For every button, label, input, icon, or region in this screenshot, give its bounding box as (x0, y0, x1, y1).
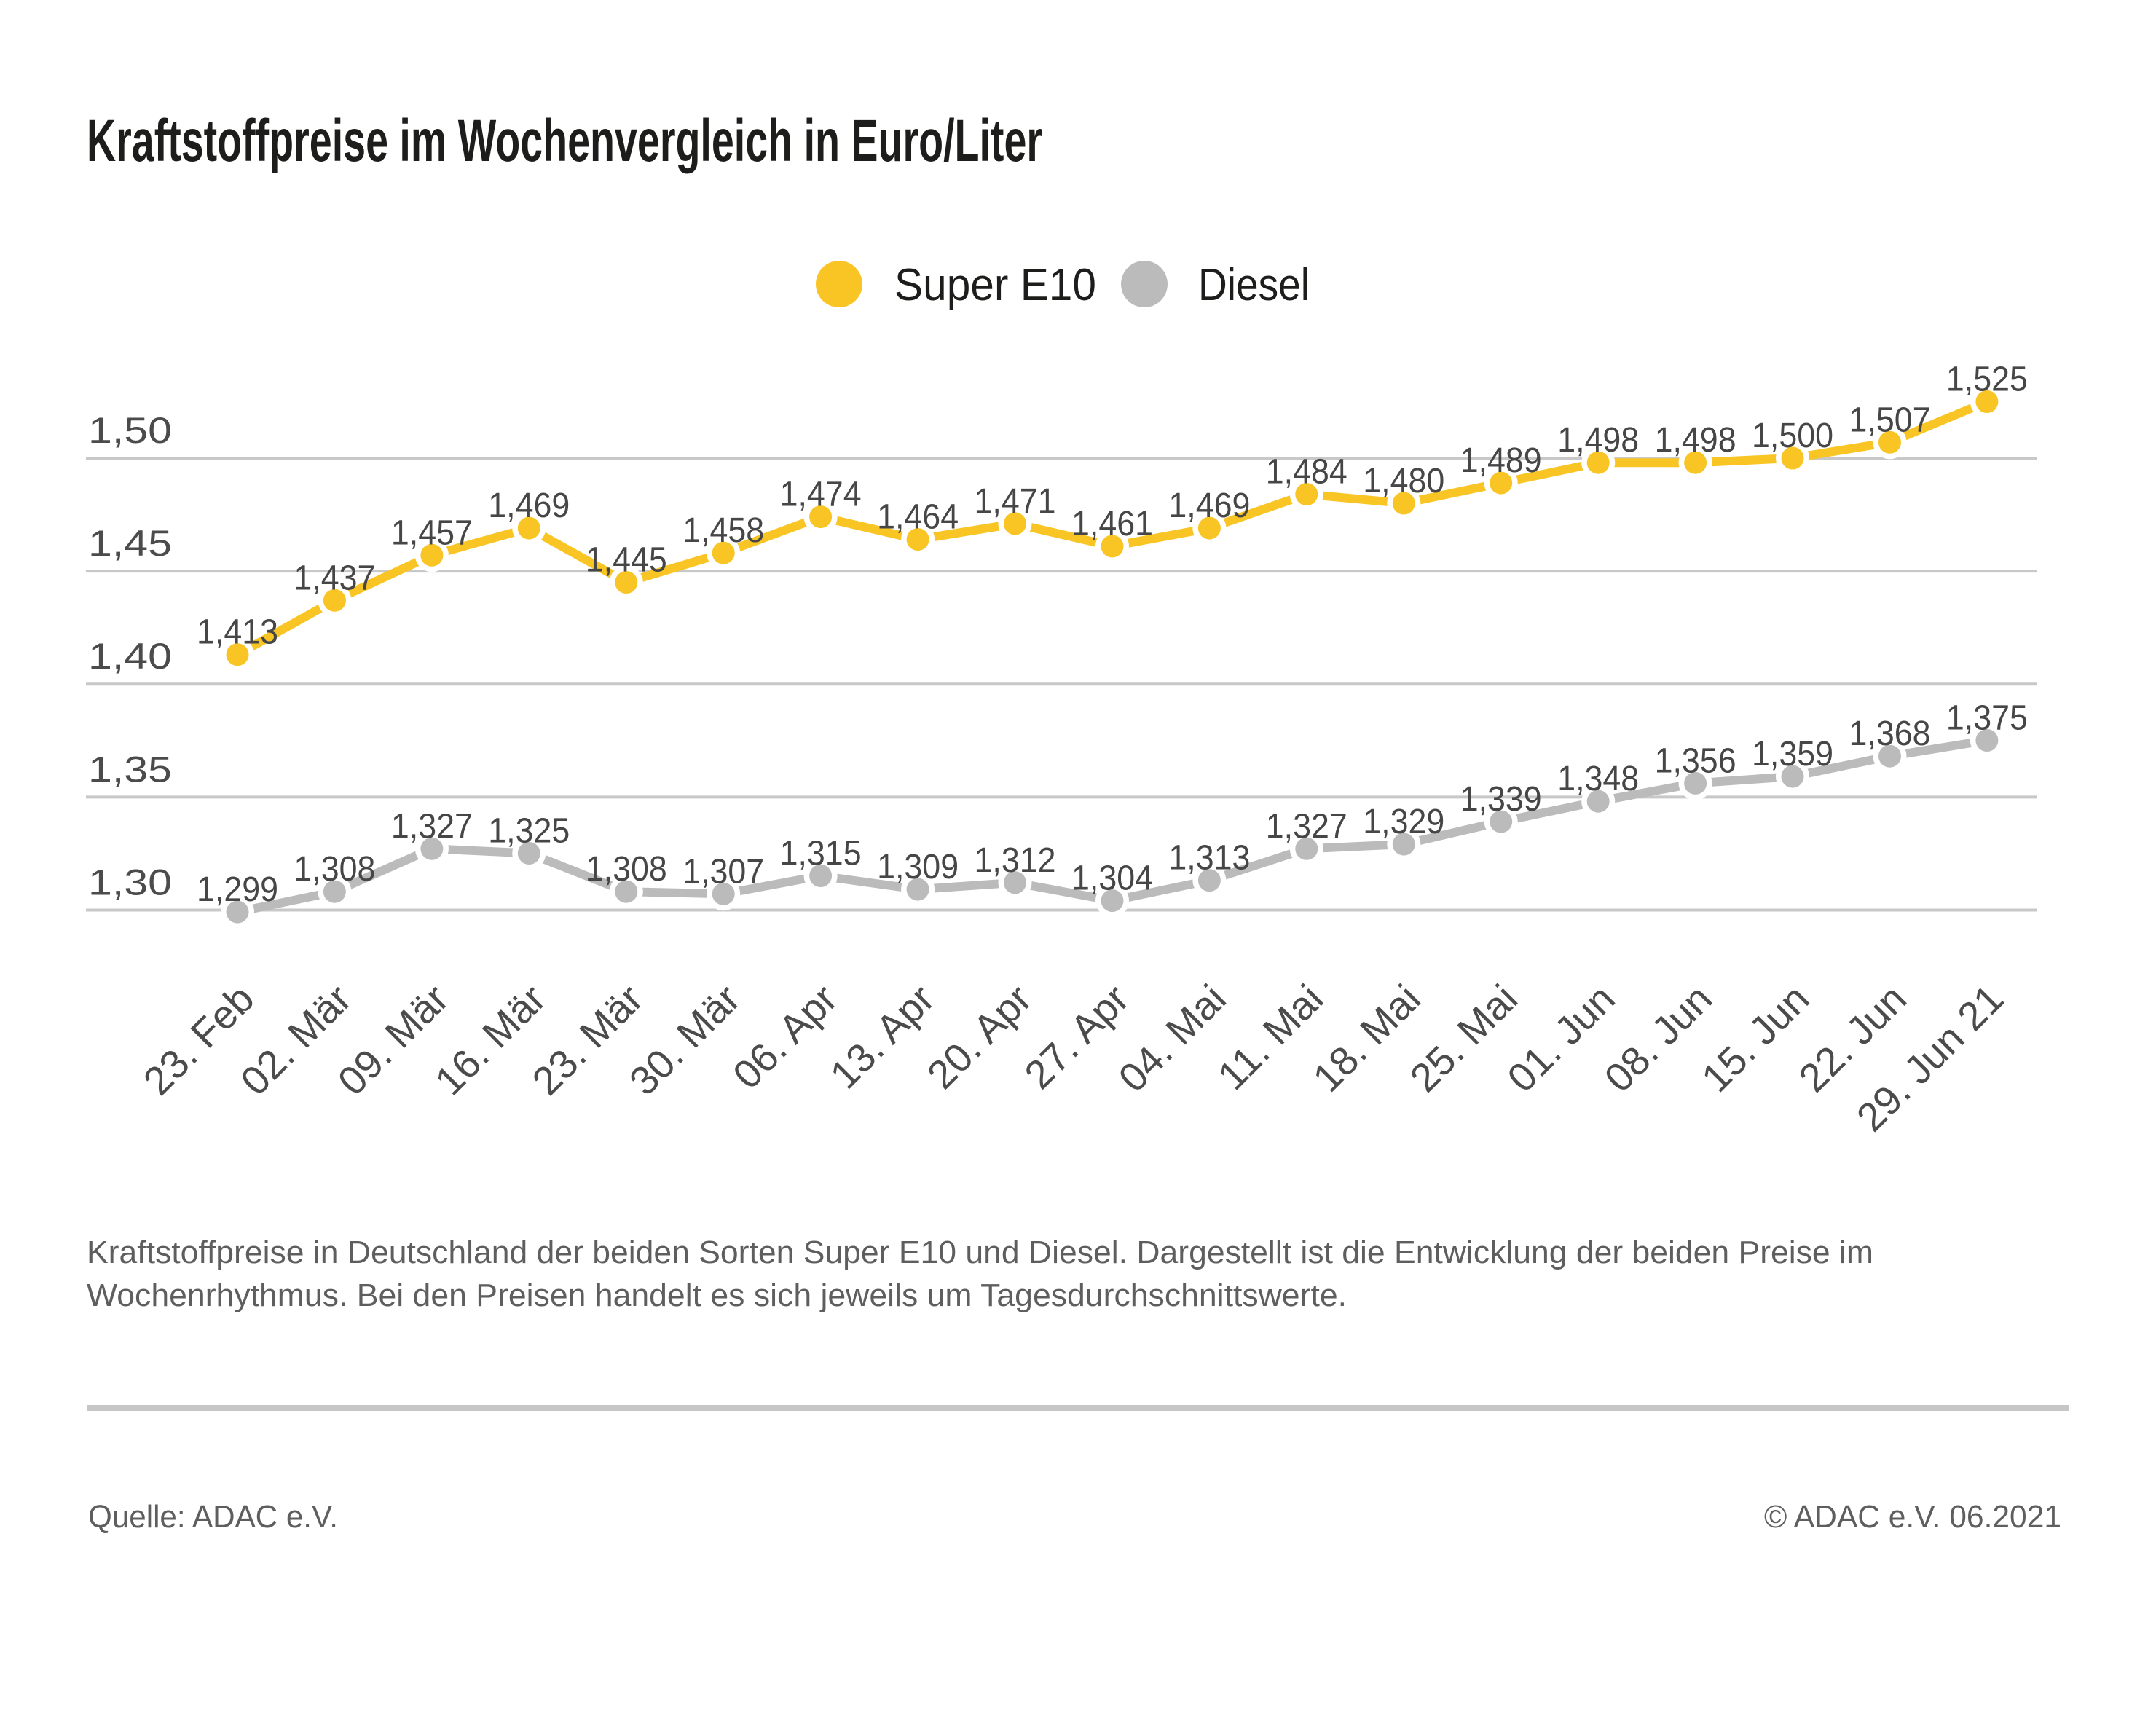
svg-text:1,315: 1,315 (780, 835, 862, 873)
svg-text:1,308: 1,308 (294, 850, 375, 889)
svg-text:Kraftstoffpreise im Wochenverg: Kraftstoffpreise im Wochenvergleich in E… (87, 108, 1042, 174)
svg-text:1,30: 1,30 (88, 862, 172, 903)
svg-text:1,489: 1,489 (1460, 441, 1542, 480)
svg-text:1,304: 1,304 (1071, 859, 1153, 898)
svg-text:1,464: 1,464 (877, 498, 959, 537)
svg-text:1,325: 1,325 (488, 812, 570, 851)
svg-text:1,375: 1,375 (1946, 699, 2028, 738)
svg-text:1,498: 1,498 (1655, 421, 1736, 460)
svg-text:1,484: 1,484 (1266, 453, 1348, 492)
svg-text:1,500: 1,500 (1752, 417, 1833, 455)
svg-text:1,327: 1,327 (391, 807, 473, 846)
svg-text:1,368: 1,368 (1849, 715, 1931, 753)
svg-text:1,498: 1,498 (1557, 421, 1639, 460)
svg-text:1,307: 1,307 (682, 852, 764, 891)
svg-text:© ADAC e.V. 06.2021: © ADAC e.V. 06.2021 (1764, 1499, 2061, 1535)
svg-text:1,445: 1,445 (586, 541, 667, 580)
svg-text:1,413: 1,413 (197, 613, 278, 652)
svg-text:1,339: 1,339 (1460, 780, 1542, 819)
svg-text:1,480: 1,480 (1363, 462, 1444, 500)
svg-text:1,309: 1,309 (877, 848, 959, 886)
svg-text:1,40: 1,40 (88, 636, 172, 677)
svg-text:Super E10: Super E10 (894, 260, 1096, 310)
svg-text:1,50: 1,50 (88, 410, 172, 451)
svg-text:1,313: 1,313 (1168, 839, 1250, 878)
svg-text:1,461: 1,461 (1071, 505, 1153, 543)
svg-text:1,525: 1,525 (1946, 361, 2028, 399)
svg-text:1,457: 1,457 (391, 513, 473, 552)
svg-text:1,359: 1,359 (1752, 735, 1833, 774)
svg-text:1,507: 1,507 (1849, 401, 1931, 439)
svg-text:1,471: 1,471 (975, 482, 1056, 521)
svg-text:1,308: 1,308 (586, 850, 667, 889)
svg-text:1,348: 1,348 (1557, 760, 1639, 798)
svg-text:1,35: 1,35 (88, 749, 172, 790)
svg-text:1,474: 1,474 (780, 476, 862, 514)
svg-text:1,458: 1,458 (682, 511, 764, 550)
svg-text:1,469: 1,469 (488, 487, 570, 525)
svg-text:1,437: 1,437 (294, 559, 375, 597)
svg-text:1,356: 1,356 (1655, 741, 1736, 780)
svg-text:1,329: 1,329 (1363, 803, 1444, 841)
svg-text:1,45: 1,45 (88, 523, 172, 564)
svg-text:1,469: 1,469 (1168, 487, 1250, 525)
svg-text:1,312: 1,312 (975, 841, 1056, 880)
svg-text:Kraftstoffpreise in Deutschlan: Kraftstoffpreise in Deutschland der beid… (87, 1235, 1873, 1270)
svg-text:Diesel: Diesel (1198, 260, 1310, 310)
svg-text:1,299: 1,299 (197, 870, 278, 909)
svg-text:Wochenrhythmus. Bei den Preise: Wochenrhythmus. Bei den Preisen handelt … (87, 1278, 1347, 1313)
svg-text:1,327: 1,327 (1266, 807, 1348, 846)
svg-text:Quelle: ADAC e.V.: Quelle: ADAC e.V. (88, 1499, 338, 1535)
